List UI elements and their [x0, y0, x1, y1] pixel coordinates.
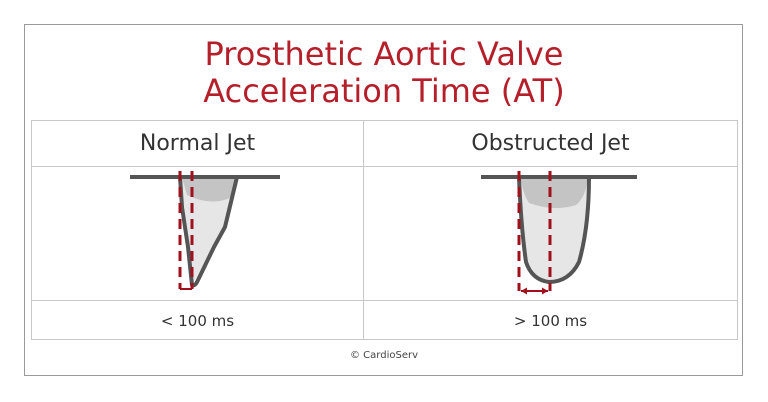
obstructed-jet-dark-fill [521, 177, 588, 209]
normal-jet-header: Normal Jet [139, 131, 256, 156]
obstructed-jet-header: Obstructed Jet [471, 131, 630, 156]
value-divider [32, 300, 737, 301]
normal-jet-light-fill [180, 177, 237, 285]
obstructed-jet-value: > 100 ms [513, 312, 588, 330]
infographic-frame [24, 24, 743, 376]
obstructed-jet-diagram [481, 171, 637, 295]
obstructed-jet-arrowhead-right [542, 287, 548, 295]
copyright-notice: © CardioServ [350, 350, 418, 361]
obstructed-jet-arrowhead-left [521, 287, 527, 295]
page-title: Prosthetic Aortic Valve Acceleration Tim… [0, 36, 768, 110]
normal-jet-dark-fill [182, 177, 237, 202]
normal-jet-value: < 100 ms [160, 312, 235, 330]
column-divider [363, 121, 364, 339]
comparison-table: Normal Jet Obstructed Jet < 100 ms > 100… [31, 120, 738, 340]
header-divider [32, 166, 737, 167]
title-line-1: Prosthetic Aortic Valve [204, 35, 564, 73]
normal-jet-diagram [130, 171, 280, 290]
title-line-2: Acceleration Time (AT) [203, 72, 565, 110]
obstructed-jet-envelope [517, 176, 591, 284]
